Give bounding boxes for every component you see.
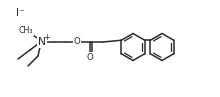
Text: O: O xyxy=(87,53,93,62)
Text: O: O xyxy=(74,38,80,46)
Text: CH₃: CH₃ xyxy=(19,26,33,35)
Text: N: N xyxy=(38,37,46,47)
Text: +: + xyxy=(44,32,50,42)
Text: I⁻: I⁻ xyxy=(16,8,24,18)
